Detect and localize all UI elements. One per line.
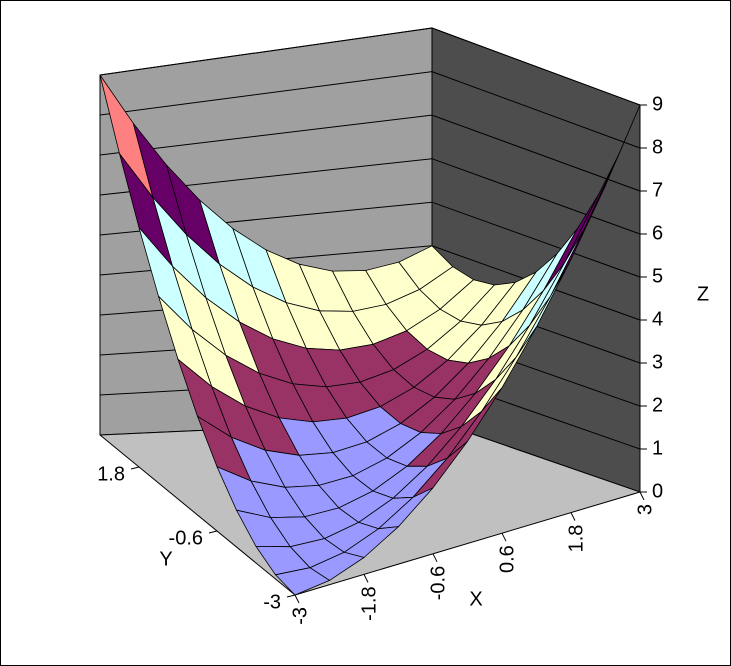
y-tick-label: -3 <box>263 591 281 613</box>
y-axis-title: Y <box>159 548 172 570</box>
z-tick-label: 1 <box>652 437 663 459</box>
x-tick-label: -1.8 <box>358 586 380 620</box>
z-tick-label: 0 <box>652 480 663 502</box>
z-tick-label: 3 <box>652 351 663 373</box>
y-tick <box>130 466 140 470</box>
grid-line <box>99 71 641 149</box>
y-tick-label: -0.6 <box>169 527 203 549</box>
x-tick <box>570 512 576 521</box>
grid-line <box>99 158 641 235</box>
grid-line <box>99 27 641 106</box>
x-tick <box>501 532 507 542</box>
x-tick-label: 1.8 <box>565 525 587 553</box>
z-tick-label: 9 <box>652 93 663 115</box>
surface-cell <box>274 567 331 596</box>
y-tick <box>208 530 218 534</box>
axis-line <box>99 434 296 596</box>
x-tick-label: 3 <box>634 504 656 515</box>
z-tick-label: 5 <box>652 265 663 287</box>
x-tick <box>432 553 438 563</box>
x-tick-label: -3 <box>289 607 311 625</box>
z-tick-label: 2 <box>652 394 663 416</box>
x-tick <box>294 594 300 604</box>
y-tick <box>286 594 296 598</box>
y-tick-label: 1.8 <box>97 463 125 485</box>
x-tick-label: -0.6 <box>427 566 449 600</box>
z-tick-label: 6 <box>652 222 663 244</box>
z-tick-label: 7 <box>652 179 663 201</box>
axis-line <box>294 491 641 596</box>
x-tick <box>639 491 645 501</box>
z-tick-label: 8 <box>652 136 663 158</box>
x-tick <box>363 574 369 583</box>
x-axis-title: X <box>469 588 482 610</box>
z-axis-title: Z <box>697 283 709 305</box>
grid-line <box>99 114 641 192</box>
z-tick-label: 4 <box>652 308 663 330</box>
x-tick-label: 0.6 <box>496 545 518 573</box>
